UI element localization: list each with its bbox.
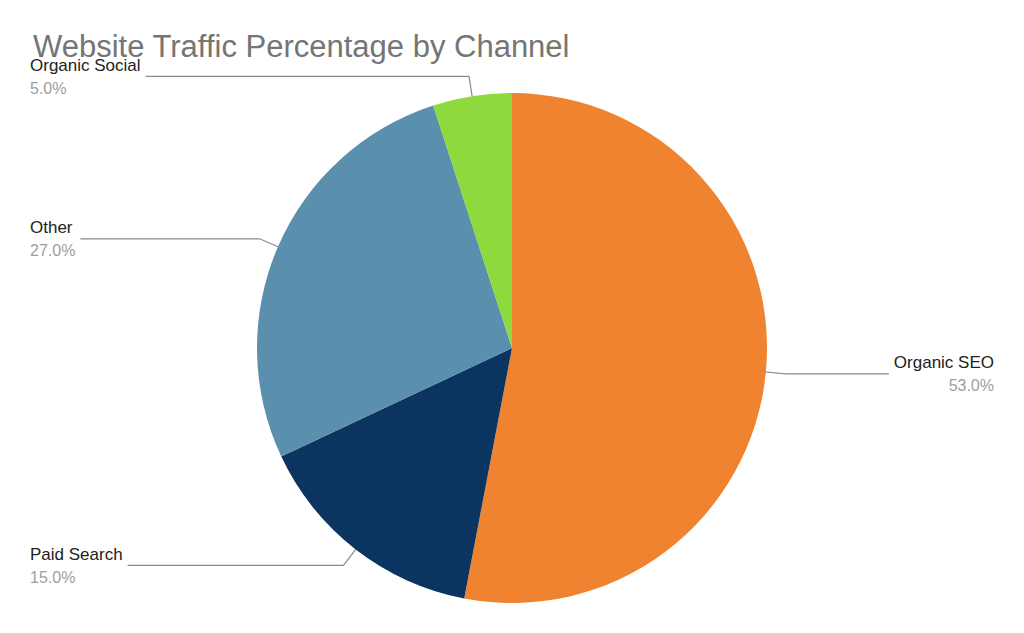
svg-text:15.0%: 15.0%: [30, 569, 75, 586]
svg-text:53.0%: 53.0%: [949, 377, 994, 394]
svg-text:27.0%: 27.0%: [30, 242, 75, 259]
svg-text:5.0%: 5.0%: [30, 80, 66, 97]
svg-text:Organic SEO: Organic SEO: [894, 353, 994, 372]
svg-text:Paid Search: Paid Search: [30, 545, 123, 564]
svg-text:Organic Social: Organic Social: [30, 55, 141, 75]
svg-text:Other: Other: [30, 218, 73, 237]
svg-text:Website Traffic Percentage by: Website Traffic Percentage by Channel: [33, 29, 570, 64]
